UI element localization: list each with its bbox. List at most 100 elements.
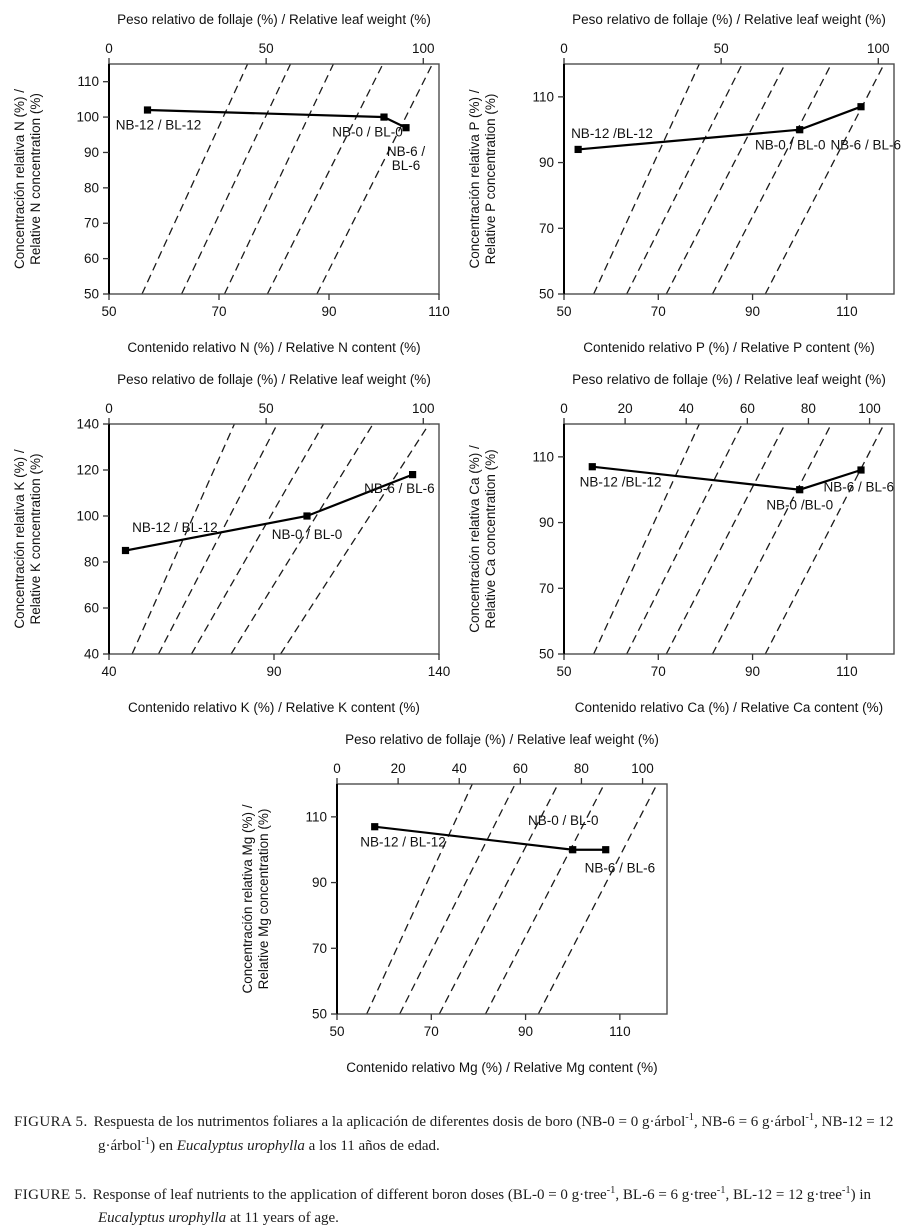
y-axis-title-line1: Concentración relativa K (%) /: [12, 449, 27, 629]
svg-text:100: 100: [412, 401, 435, 416]
figure-captions: FIGURA 5.Respuesta de los nutrimentos fo…: [0, 1080, 919, 1230]
y-axis-title-line2: Relative P concentration (%): [483, 94, 498, 265]
svg-text:90: 90: [311, 875, 326, 890]
svg-text:0: 0: [560, 401, 568, 416]
species-name: Eucalyptus urophylla: [177, 1138, 305, 1154]
plot-border: [109, 64, 439, 294]
superscript: -1: [805, 1112, 814, 1123]
y-axis-title-line2: Relative N concentration (%): [28, 93, 43, 265]
point-label: NB-6 / BL-6: [823, 479, 894, 494]
svg-text:100: 100: [858, 401, 881, 416]
y-axis-title-line1: Concentración relativa Ca (%) /: [467, 445, 482, 633]
caption-segment: , BL-12 = 12 g·tree: [726, 1187, 842, 1203]
caption-spanish-text: Respuesta de los nutrimentos foliares a …: [94, 1114, 894, 1154]
svg-text:60: 60: [512, 761, 527, 776]
axis-ticks: [103, 58, 439, 300]
chart-grid: 50 70 90 110 50 60 70 80 90 100 110 0 50 100 Peso rela…: [0, 8, 919, 1080]
svg-text:90: 90: [539, 155, 554, 170]
svg-text:20: 20: [618, 401, 633, 416]
svg-text:70: 70: [84, 216, 99, 231]
svg-text:40: 40: [679, 401, 694, 416]
superscript: -1: [141, 1136, 150, 1147]
superscript: -1: [685, 1112, 694, 1123]
point-label: NB-12 / BL-12: [132, 520, 218, 535]
caption-english-label: FIGURE 5.: [14, 1187, 87, 1203]
svg-text:0: 0: [105, 401, 113, 416]
svg-text:70: 70: [539, 221, 554, 236]
data-point-marker: [409, 471, 416, 478]
svg-text:60: 60: [84, 251, 99, 266]
axis-ticks: [558, 418, 870, 660]
point-label: NB-0 / BL-0: [272, 527, 343, 542]
svg-text:50: 50: [329, 1024, 344, 1039]
svg-text:110: 110: [305, 809, 327, 824]
caption-segment: at 11 years of age.: [226, 1210, 339, 1226]
svg-text:100: 100: [631, 761, 654, 776]
caption-segment: ) en: [150, 1138, 177, 1154]
svg-text:50: 50: [714, 41, 729, 56]
svg-text:110: 110: [609, 1024, 631, 1039]
svg-text:0: 0: [333, 761, 341, 776]
svg-text:50: 50: [556, 304, 571, 319]
point-label: NB-12 / BL-12: [116, 117, 202, 132]
data-point-marker: [371, 823, 378, 830]
svg-text:60: 60: [740, 401, 755, 416]
y-axis-title-line1: Concentración relativa P (%) /: [467, 89, 482, 268]
top-axis-title: Peso relativo de follaje (%) / Relative …: [117, 12, 431, 27]
svg-text:90: 90: [518, 1024, 533, 1039]
svg-text:120: 120: [76, 463, 99, 478]
data-point-marker: [402, 124, 409, 131]
svg-text:60: 60: [84, 601, 99, 616]
point-label: NB-6 /: [387, 144, 426, 159]
svg-text:50: 50: [259, 401, 274, 416]
guide-lines: [142, 64, 432, 294]
superscript: -1: [717, 1185, 726, 1196]
svg-text:90: 90: [539, 515, 554, 530]
svg-text:80: 80: [573, 761, 588, 776]
svg-text:110: 110: [836, 304, 858, 319]
svg-text:110: 110: [532, 449, 554, 464]
y-axis-title-line2: Relative Mg concentration (%): [256, 809, 271, 990]
caption-segment: ) in: [851, 1187, 871, 1203]
svg-text:90: 90: [321, 304, 336, 319]
svg-text:40: 40: [101, 664, 116, 679]
point-label: NB-0 / BL-0: [332, 125, 403, 140]
x-axis-title: Contenido relativo P (%) / Relative P co…: [583, 340, 874, 355]
svg-text:70: 70: [539, 581, 554, 596]
svg-text:100: 100: [412, 41, 435, 56]
svg-text:100: 100: [76, 509, 99, 524]
svg-text:70: 70: [651, 304, 666, 319]
svg-text:0: 0: [560, 41, 568, 56]
svg-text:110: 110: [428, 304, 450, 319]
x-axis-title: Contenido relativo Mg (%) / Relative Mg …: [346, 1060, 657, 1075]
svg-text:110: 110: [77, 74, 99, 89]
svg-text:40: 40: [84, 647, 99, 662]
data-point-marker: [144, 106, 151, 113]
svg-text:110: 110: [532, 89, 554, 104]
svg-text:80: 80: [801, 401, 816, 416]
point-label: NB-12 / BL-12: [360, 834, 446, 849]
caption-english-text: Response of leaf nutrients to the applic…: [93, 1187, 871, 1226]
y-axis-title-line2: Relative K concentration (%): [28, 453, 43, 624]
superscript: -1: [842, 1185, 851, 1196]
svg-text:50: 50: [84, 287, 99, 302]
axis-ticks: [558, 58, 878, 300]
caption-segment: a los 11 años de edad.: [305, 1138, 440, 1154]
y-axis-title-line1: Concentración relativa Mg (%) /: [240, 804, 255, 993]
svg-text:100: 100: [867, 41, 890, 56]
svg-text:50: 50: [556, 664, 571, 679]
point-label: BL-6: [392, 158, 421, 173]
svg-text:50: 50: [539, 287, 554, 302]
caption-segment: , BL-6 = 6 g·tree: [615, 1187, 716, 1203]
svg-text:110: 110: [836, 664, 858, 679]
